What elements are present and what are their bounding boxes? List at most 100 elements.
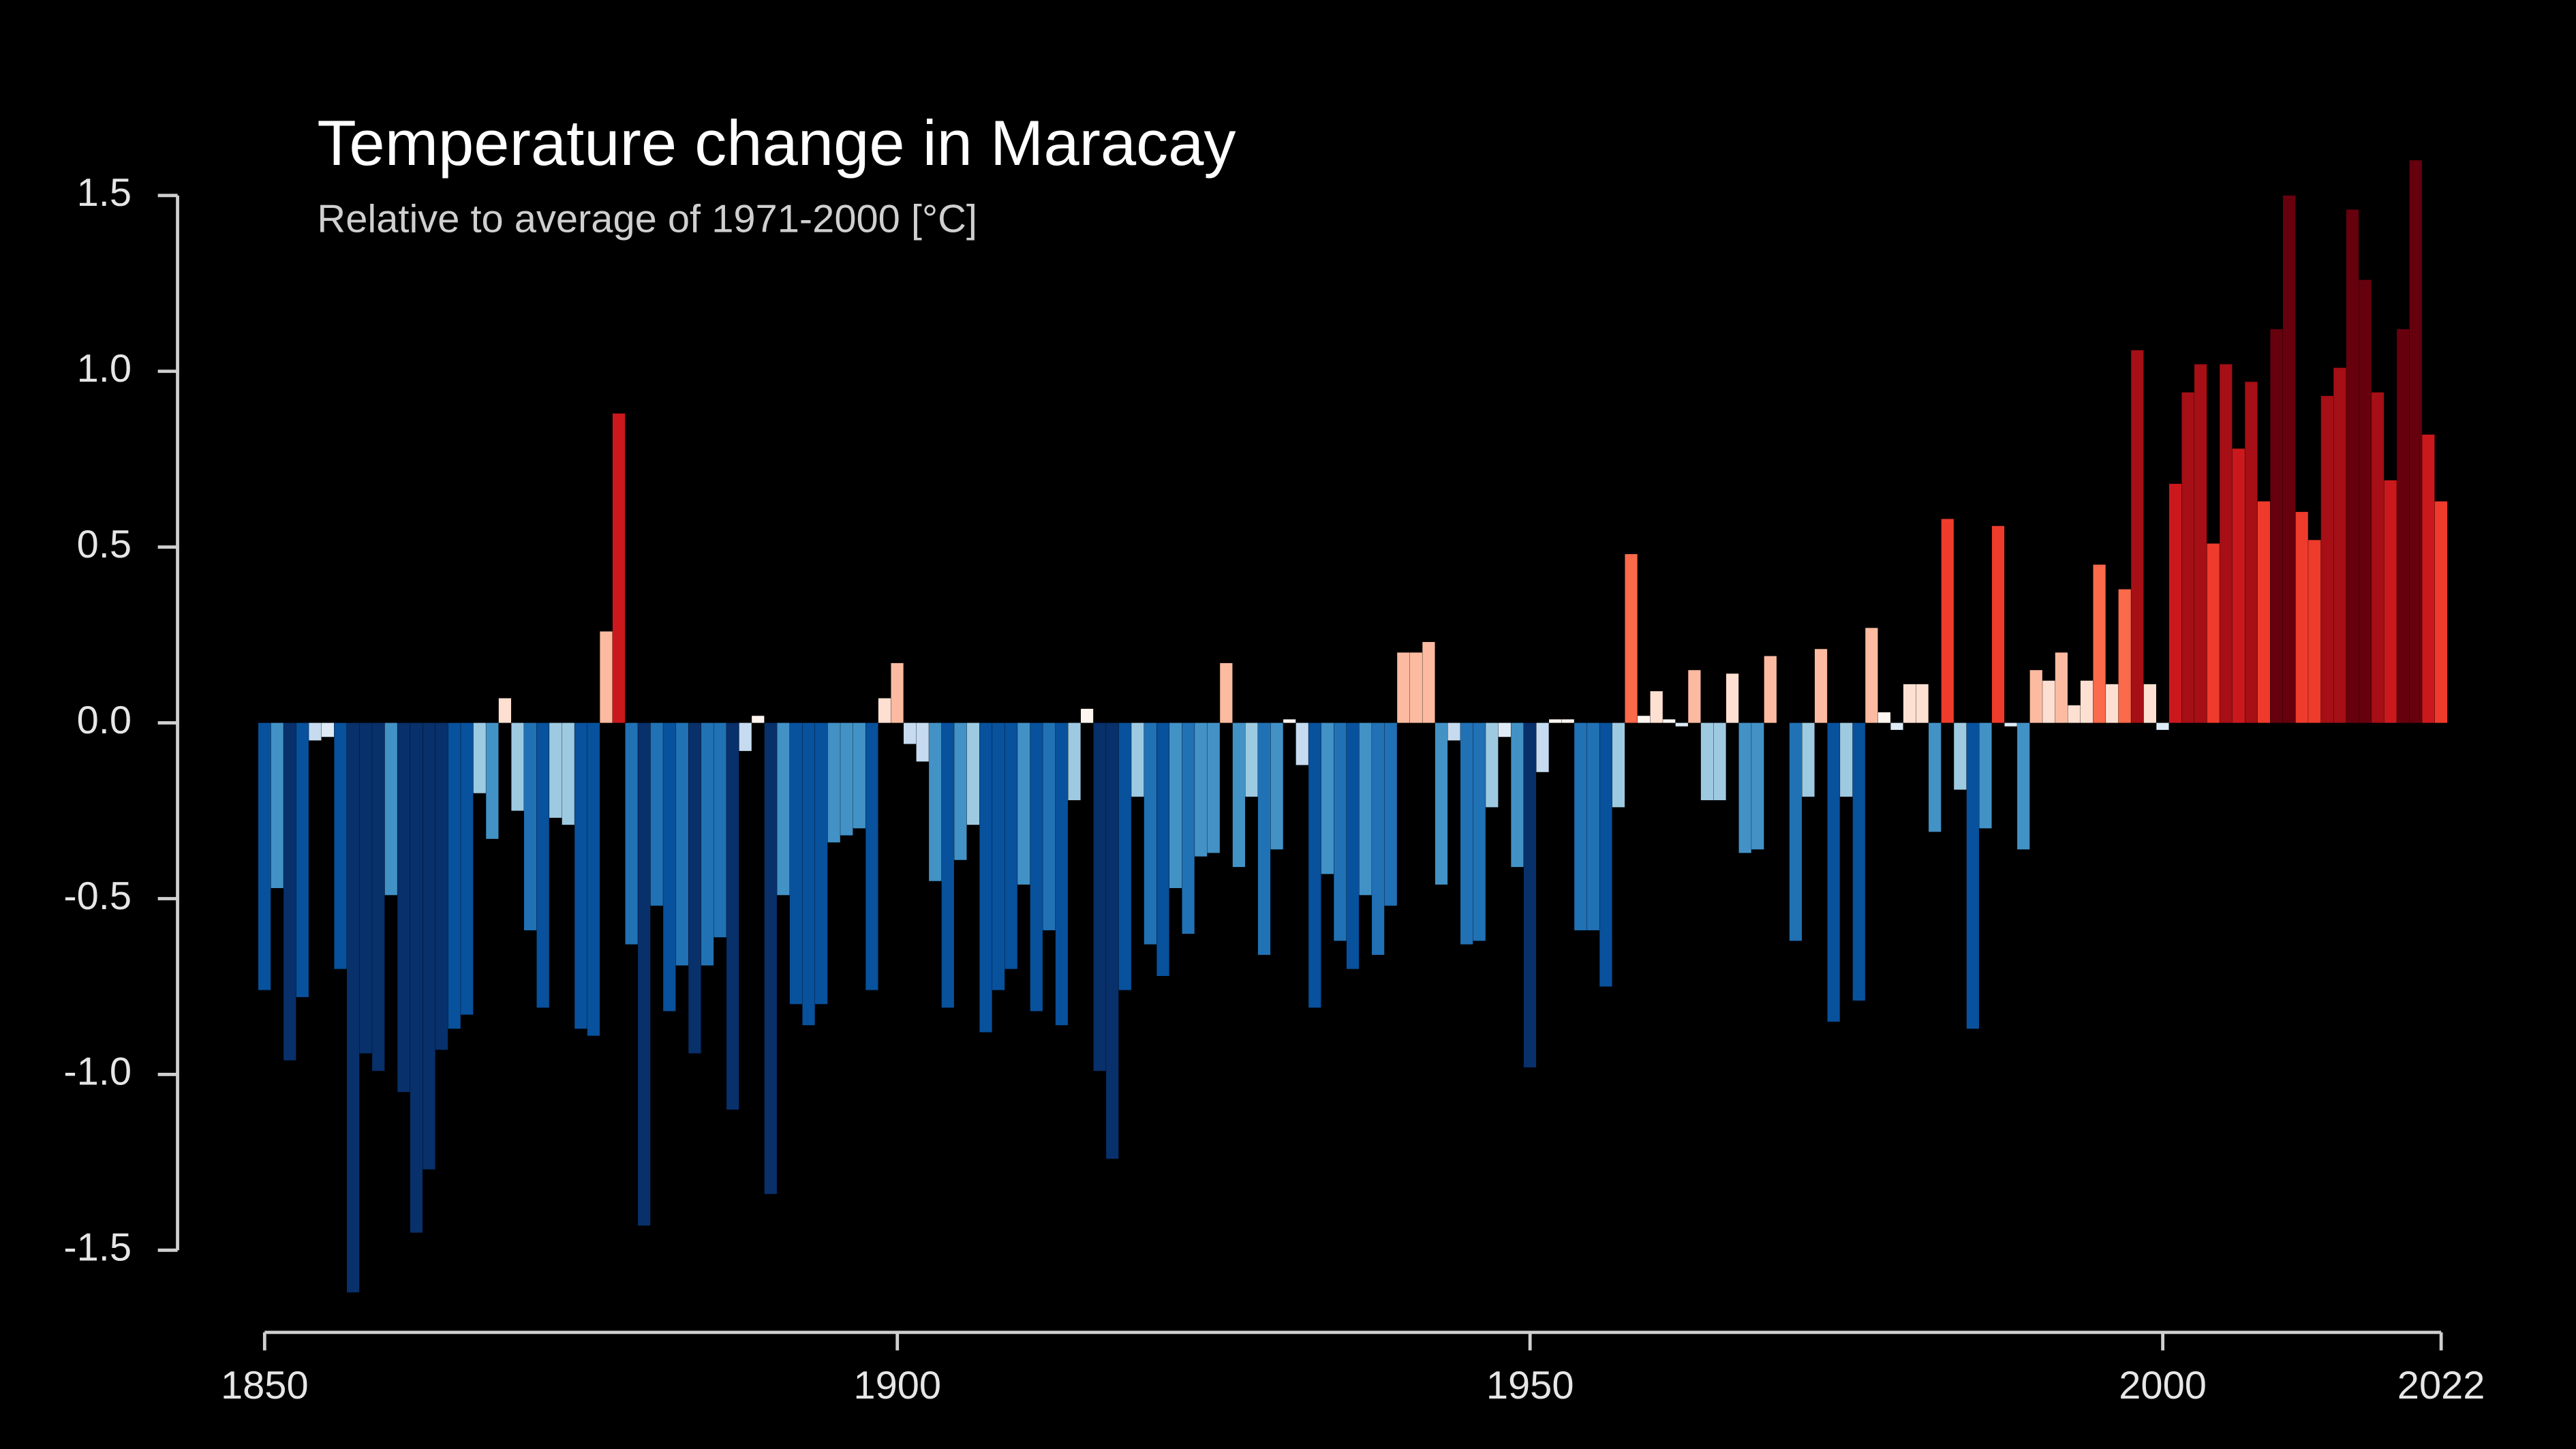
bar <box>1726 673 1739 723</box>
bar <box>2333 367 2346 723</box>
bar <box>1523 722 1537 1068</box>
bar <box>1422 641 1435 723</box>
y-tick-label: -1.0 <box>63 1050 132 1094</box>
bar <box>334 722 347 969</box>
bar <box>2295 512 2308 723</box>
bar <box>372 722 385 1071</box>
bar <box>321 722 335 737</box>
bar <box>1447 722 1460 741</box>
bar <box>1840 722 1853 797</box>
bar <box>1929 722 1942 832</box>
bar <box>777 722 790 896</box>
bar <box>562 722 574 825</box>
bar <box>802 722 815 1026</box>
bar <box>1055 722 1069 1026</box>
bar <box>764 722 777 1194</box>
bar <box>271 722 283 889</box>
bar <box>2270 329 2283 723</box>
x-tick-label: 1950 <box>1486 1364 1574 1407</box>
bar <box>1220 662 1233 723</box>
bar <box>2409 160 2422 723</box>
bar <box>1561 719 1574 723</box>
bar <box>536 722 549 1008</box>
bar <box>612 413 626 723</box>
bar <box>1827 722 1840 1022</box>
bar <box>1612 722 1625 808</box>
x-tick-label: 1850 <box>221 1364 309 1407</box>
bar <box>1966 722 1979 1029</box>
bar <box>891 662 904 723</box>
bar <box>2245 382 2258 723</box>
bar <box>638 722 651 1226</box>
bar <box>1068 722 1081 801</box>
bar <box>549 722 562 818</box>
bar <box>1625 553 1638 723</box>
bar <box>2220 364 2233 723</box>
bar <box>1295 722 1308 765</box>
bar <box>1195 722 1208 857</box>
bar <box>1890 722 1903 730</box>
bar <box>2106 684 2119 723</box>
bar <box>1903 684 1916 723</box>
bar <box>397 722 410 1093</box>
bar <box>2320 395 2333 723</box>
bar <box>1372 722 1385 956</box>
bar <box>1638 716 1651 723</box>
bar <box>1169 722 1182 889</box>
bar <box>1397 652 1410 723</box>
bar <box>2434 501 2448 723</box>
bar <box>1321 722 1334 874</box>
bar <box>840 722 853 836</box>
bar <box>789 722 803 1005</box>
bar <box>1283 719 1296 723</box>
bar <box>1700 722 1714 801</box>
bar <box>574 722 587 1029</box>
bar <box>1043 722 1056 930</box>
bar <box>1093 722 1106 1071</box>
bar <box>2055 652 2068 723</box>
y-tick-label: 0.0 <box>77 699 132 742</box>
bar <box>2042 680 2055 723</box>
bar <box>1106 722 1119 1159</box>
bar <box>1005 722 1017 969</box>
bar <box>2207 543 2220 723</box>
bar <box>1941 519 1954 723</box>
bar <box>1080 708 1094 723</box>
y-tick-label: 1.0 <box>77 347 132 391</box>
bar <box>1586 722 1599 930</box>
bar <box>878 698 891 723</box>
bar <box>650 722 663 906</box>
bar <box>1814 649 1828 723</box>
bar <box>625 722 638 945</box>
bar <box>904 722 917 744</box>
bar <box>1650 691 1663 723</box>
x-tick-label: 2022 <box>2397 1364 2485 1407</box>
bar <box>827 722 840 842</box>
bar <box>1144 722 1157 945</box>
bar <box>2371 392 2385 723</box>
bar <box>423 722 435 1170</box>
bar <box>2283 195 2296 723</box>
bar <box>2118 589 2131 723</box>
bar <box>954 722 967 860</box>
bar <box>2422 434 2435 723</box>
bar <box>714 722 726 938</box>
bar <box>1549 719 1562 723</box>
bar <box>815 722 828 1005</box>
bar <box>1764 656 1777 723</box>
bar <box>1865 628 1878 723</box>
bar <box>1384 722 1397 906</box>
bar <box>1435 722 1448 885</box>
bar <box>941 722 954 1008</box>
x-tick-label: 2000 <box>2119 1364 2207 1407</box>
bar <box>2093 564 2106 723</box>
bar <box>1131 722 1144 797</box>
bar <box>1789 722 1803 941</box>
bar <box>2004 722 2017 727</box>
bar <box>1245 722 1258 797</box>
bar <box>473 722 486 793</box>
bar <box>2156 722 2169 730</box>
bar <box>296 722 309 997</box>
bar <box>865 722 878 990</box>
